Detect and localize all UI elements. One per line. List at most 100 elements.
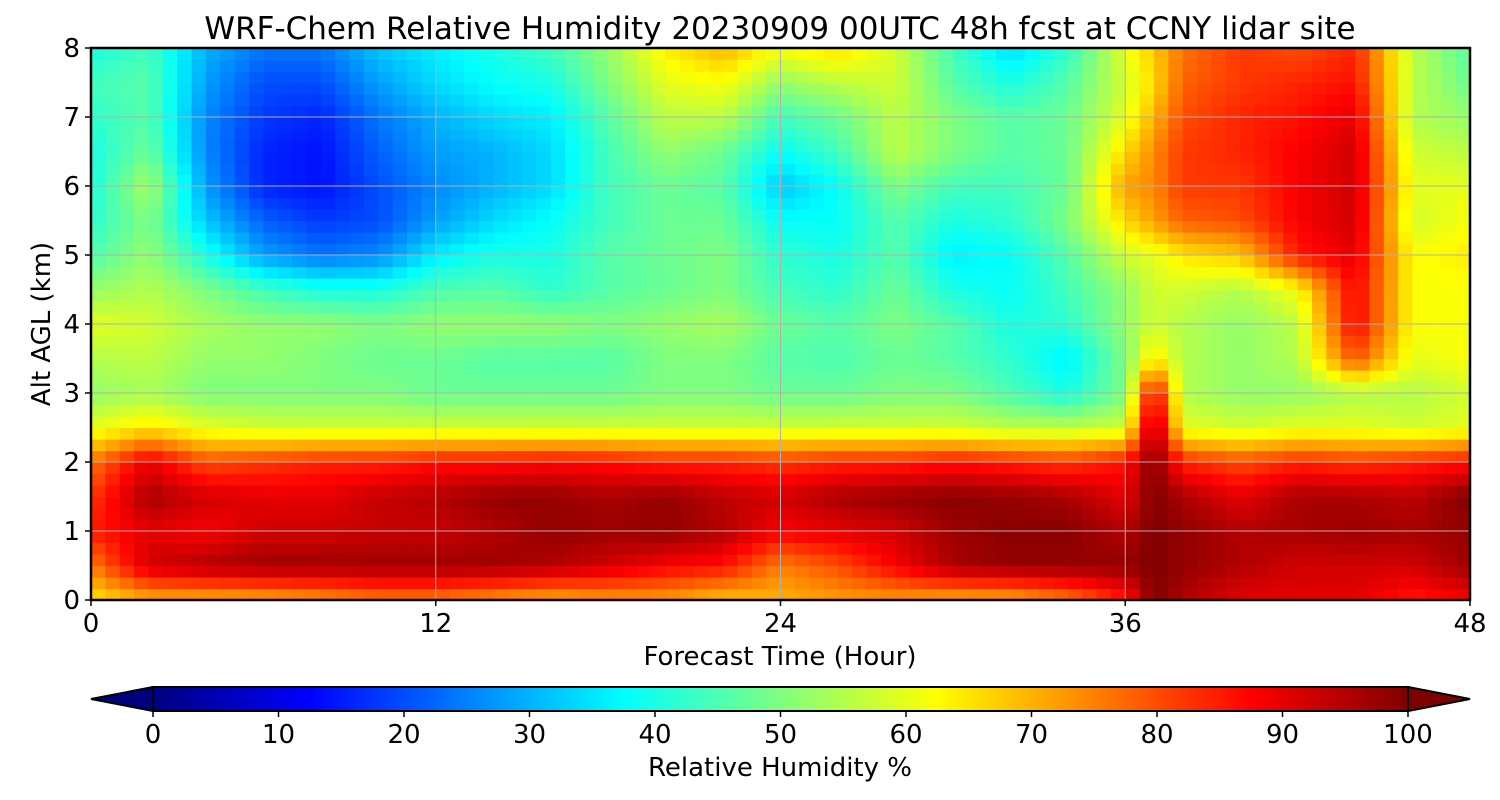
heatmap-cell (723, 370, 738, 383)
heatmap-cell (177, 59, 193, 72)
heatmap-cell (1067, 531, 1083, 544)
heatmap-cell (579, 105, 595, 118)
heatmap-cell (665, 554, 681, 567)
heatmap-cell (852, 393, 868, 406)
heatmap-cell (995, 128, 1011, 141)
heatmap-cell (1110, 174, 1126, 187)
heatmap-cell (1441, 278, 1457, 291)
heatmap-cell (249, 335, 264, 348)
heatmap-cell (493, 48, 509, 61)
heatmap-cell (134, 324, 150, 337)
heatmap-cell (766, 48, 782, 61)
heatmap-cell (536, 531, 552, 544)
heatmap-cell (464, 416, 480, 429)
heatmap-cell (335, 381, 351, 394)
heatmap-cell (909, 105, 925, 118)
heatmap-cell (177, 128, 193, 141)
heatmap-cell (263, 232, 279, 245)
heatmap-cell (1441, 393, 1457, 406)
heatmap-cell (1110, 232, 1126, 245)
heatmap-cell (162, 485, 178, 498)
heatmap-cell (1383, 163, 1399, 176)
heatmap-cell (694, 82, 710, 95)
heatmap-cell (249, 565, 264, 578)
heatmap-cell (1268, 519, 1284, 532)
heatmap-cell (636, 82, 652, 95)
heatmap-cell (320, 381, 336, 394)
heatmap-cell (679, 496, 695, 509)
heatmap-cell (550, 381, 566, 394)
heatmap-cell (191, 381, 207, 394)
heatmap-cell (306, 255, 322, 268)
heatmap-cell (536, 255, 552, 268)
heatmap-cell (780, 312, 796, 325)
heatmap-cell (148, 358, 164, 371)
heatmap-cell (981, 496, 997, 509)
heatmap-cell (91, 278, 106, 291)
heatmap-cell (1139, 117, 1155, 130)
heatmap-cell (1225, 117, 1241, 130)
heatmap-cell (823, 565, 839, 578)
heatmap-cell (1355, 393, 1371, 406)
heatmap-cell (91, 416, 106, 429)
heatmap-cell (1168, 370, 1184, 383)
heatmap-cell (1153, 266, 1169, 279)
heatmap-cell (1139, 209, 1155, 222)
heatmap-cell (1426, 335, 1442, 348)
heatmap-cell (1096, 255, 1112, 268)
heatmap-cell (1340, 301, 1356, 314)
heatmap-cell (938, 335, 954, 348)
heatmap-cell (593, 542, 609, 555)
heatmap-cell (565, 289, 580, 302)
heatmap-cell (1283, 347, 1299, 360)
heatmap-cell (1096, 209, 1112, 222)
heatmap-cell (909, 565, 925, 578)
heatmap-cell (852, 94, 868, 107)
heatmap-cell (177, 508, 193, 521)
heatmap-cell (708, 151, 724, 164)
heatmap-cell (1355, 255, 1371, 268)
heatmap-cell (1355, 197, 1371, 210)
heatmap-cell (1412, 335, 1428, 348)
heatmap-cell (349, 197, 365, 210)
heatmap-cell (306, 416, 322, 429)
heatmap-cell (1096, 243, 1112, 256)
heatmap-cell (105, 393, 121, 406)
heatmap-cell (1096, 220, 1112, 233)
heatmap-cell (1240, 312, 1256, 325)
heatmap-cell (651, 94, 667, 107)
heatmap-cell (363, 174, 379, 187)
heatmap-cell (392, 324, 408, 337)
heatmap-cell (521, 82, 537, 95)
heatmap-cell (421, 542, 437, 555)
heatmap-cell (1441, 554, 1457, 567)
heatmap-cell (565, 485, 580, 498)
heatmap-cell (464, 450, 480, 463)
heatmap-cell (751, 427, 767, 440)
heatmap-cell (1441, 220, 1457, 233)
heatmap-cell (737, 163, 753, 176)
y-tick-label: 4 (63, 310, 80, 340)
heatmap-cell (435, 370, 451, 383)
heatmap-cell (536, 485, 552, 498)
heatmap-cell (1182, 105, 1198, 118)
heatmap-cell (335, 347, 351, 360)
heatmap-cell (177, 554, 193, 567)
heatmap-cell (608, 48, 624, 61)
heatmap-cell (837, 140, 853, 153)
heatmap-cell (1110, 462, 1126, 475)
heatmap-cell (1426, 220, 1442, 233)
heatmap-cell (478, 531, 494, 544)
heatmap-cell (852, 416, 868, 429)
heatmap-cell (1254, 393, 1270, 406)
heatmap-cell (1283, 48, 1299, 61)
heatmap-cell (1024, 439, 1040, 452)
heatmap-cell (1197, 588, 1213, 600)
heatmap-cell (737, 347, 753, 360)
heatmap-cell (723, 197, 738, 210)
heatmap-cell (521, 312, 537, 325)
heatmap-cell (1067, 347, 1083, 360)
heatmap-cell (593, 48, 609, 61)
heatmap-cell (119, 439, 135, 452)
heatmap-cell (263, 278, 279, 291)
